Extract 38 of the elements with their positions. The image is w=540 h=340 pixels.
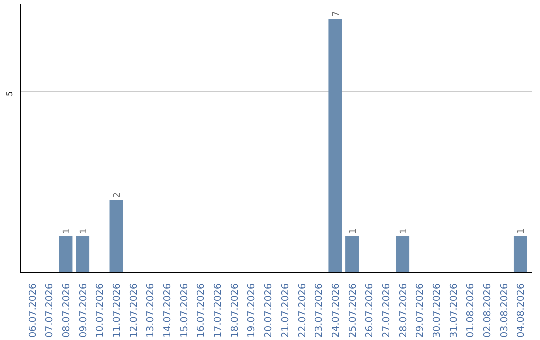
x-tick-label: 25.07.2026: [348, 283, 359, 338]
x-tick-label: 20.07.2026: [264, 283, 275, 338]
x-tick-label: 11.07.2026: [112, 283, 123, 338]
x-tick-label: 29.07.2026: [415, 283, 426, 338]
data-label: 1: [517, 228, 528, 234]
x-tick-label: 06.07.2026: [28, 283, 39, 338]
x-tick-label: 01.08.2026: [466, 283, 477, 338]
x-tick-label: 17.07.2026: [213, 283, 224, 338]
x-tick-label: 04.08.2026: [516, 283, 528, 338]
x-tick-label: 28.07.2026: [398, 283, 410, 338]
x-tick-label: 18.07.2026: [230, 283, 241, 338]
x-tick-label: 07.07.2026: [44, 283, 56, 338]
x-tick-label: 22.07.2026: [297, 283, 308, 338]
x-tick-label: 02.08.2026: [482, 283, 494, 338]
x-tick-label: 19.07.2026: [246, 283, 258, 338]
x-tick-label: 03.08.2026: [499, 283, 510, 338]
data-label: 1: [399, 228, 410, 234]
data-label: 1: [62, 228, 72, 234]
x-tick-label: 16.07.2026: [196, 283, 208, 338]
x-tick-label: 13.07.2026: [146, 283, 157, 338]
x-tick-label: 10.07.2026: [95, 283, 106, 338]
data-label: 1: [79, 228, 90, 234]
data-label: 2: [113, 192, 123, 198]
y-tick-label: 5: [6, 91, 14, 97]
x-tick-label: 23.07.2026: [314, 283, 326, 338]
x-tick-label: 30.07.2026: [432, 283, 443, 338]
data-label: 1: [348, 228, 359, 234]
x-tick-label: 24.07.2026: [330, 283, 342, 338]
x-tick-label: 15.07.2026: [179, 283, 190, 338]
x-tick-label: 08.07.2026: [61, 283, 72, 338]
x-tick-label: 31.07.2026: [448, 283, 460, 338]
x-tick-label: 26.07.2026: [364, 283, 376, 338]
x-tick-label: 27.07.2026: [381, 283, 392, 338]
data-label: 7: [332, 11, 342, 17]
x-tick-label: 21.07.2026: [280, 283, 292, 338]
x-tick-label: 09.07.2026: [78, 283, 90, 338]
x-tick-label: 12.07.2026: [128, 283, 140, 338]
x-tick-label: 14.07.2026: [162, 283, 174, 338]
